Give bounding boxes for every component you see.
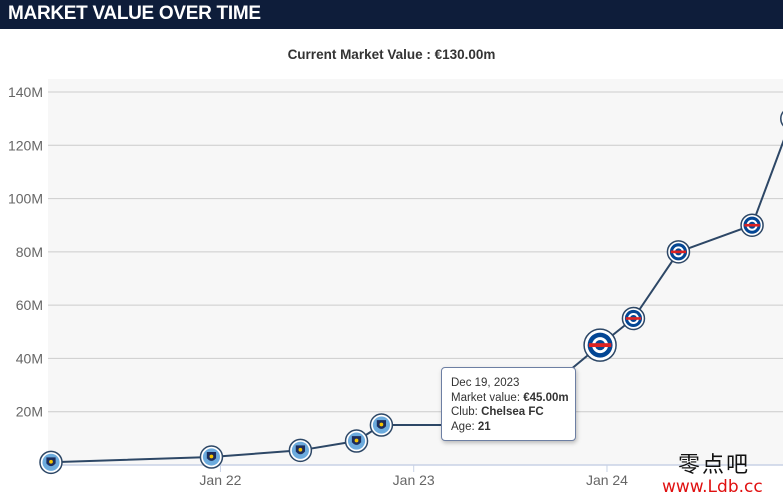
y-tick-label: 60M bbox=[16, 297, 43, 313]
x-tick-label: Jan 23 bbox=[393, 472, 435, 488]
chelsea-crest-marker bbox=[666, 240, 691, 264]
man-city-crest-marker bbox=[344, 429, 369, 453]
chelsea-crest-marker bbox=[583, 328, 617, 362]
current-market-value: Current Market Value : €130.00m bbox=[287, 47, 496, 62]
chart-header: MARKET VALUE OVER TIME bbox=[0, 0, 783, 29]
plot-area bbox=[48, 79, 783, 465]
chelsea-crest-marker bbox=[740, 213, 764, 237]
y-tick-label: 80M bbox=[16, 244, 43, 260]
tooltip-date: Dec 19, 2023 bbox=[451, 377, 520, 389]
y-tick-label: 100M bbox=[8, 191, 43, 207]
chelsea-crest-marker bbox=[780, 110, 783, 127]
y-tick-label: 140M bbox=[8, 84, 43, 100]
man-city-crest-marker bbox=[39, 450, 63, 475]
header-title: MARKET VALUE OVER TIME bbox=[8, 3, 261, 24]
tooltip-club: Club: Chelsea FC bbox=[451, 406, 544, 418]
y-tick-label: 20M bbox=[16, 404, 43, 420]
watermark-url: www.Ldb.cc bbox=[662, 477, 763, 497]
tooltip-age: Age: 21 bbox=[451, 420, 491, 433]
x-tick-label: Jan 24 bbox=[586, 472, 628, 488]
watermark-text: 零点吧 bbox=[678, 453, 751, 478]
y-tick-label: 40M bbox=[16, 350, 43, 366]
y-tick-label: 120M bbox=[8, 137, 43, 153]
man-city-crest-marker bbox=[288, 438, 313, 463]
tooltip-market-value: Market value: €45.00m bbox=[451, 391, 569, 404]
man-city-crest-marker bbox=[199, 445, 224, 469]
man-city-crest-marker bbox=[369, 413, 394, 437]
x-tick-label: Jan 22 bbox=[199, 472, 241, 488]
chelsea-crest-marker bbox=[621, 306, 646, 331]
chart-tooltip: Dec 19, 2023 Market value: €45.00m Club:… bbox=[441, 367, 576, 441]
